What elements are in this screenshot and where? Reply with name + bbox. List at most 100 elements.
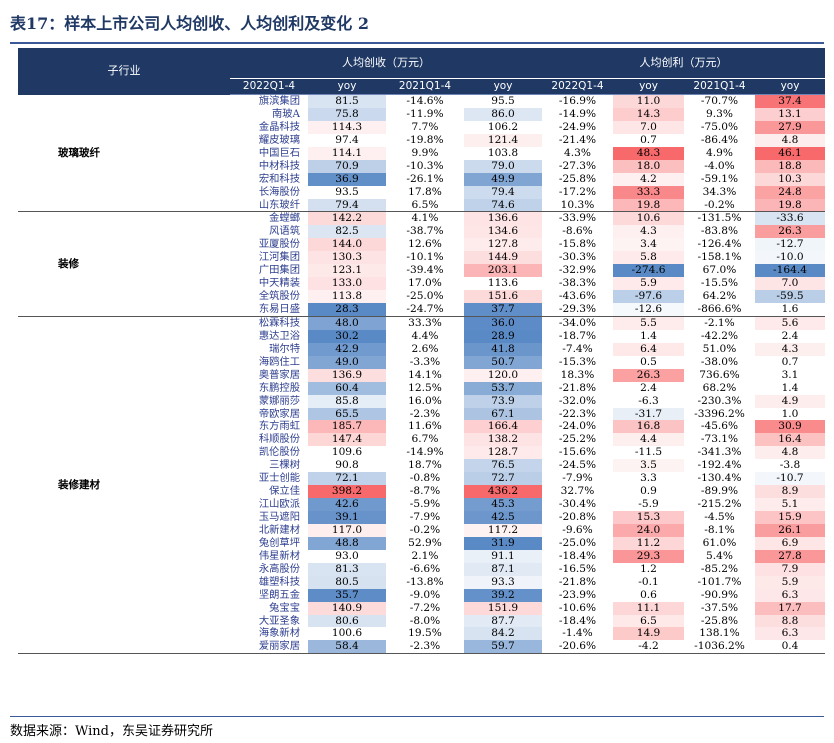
value-cell: -31.7 xyxy=(613,407,684,421)
table-row: 金晶科技114.37.7%106.2-24.9%7.0-75.0%27.9174… xyxy=(18,120,825,134)
value-cell: 144.0 xyxy=(308,238,386,252)
value-cell: 10.3% xyxy=(542,198,613,213)
value-cell: -39.4% xyxy=(406,264,444,277)
table-row: 装修建材 松霖科技 48.0 33.3% 36.0 -34.0% 5.5 -2.1% 5.6 -2… xyxy=(18,316,825,655)
value-cell: -38.7% xyxy=(406,225,444,238)
value-cell: 5.5 xyxy=(613,316,684,330)
value-cell: 27.9 xyxy=(755,120,825,134)
company-name: 风语筑 xyxy=(269,225,300,238)
company-name: 永高股份 xyxy=(258,562,300,575)
value-cell: 144.9 xyxy=(464,251,542,265)
value-cell: 16.8 xyxy=(613,420,684,434)
value-cell: -17.2% xyxy=(558,185,597,198)
value-cell: -43.6% xyxy=(558,290,597,303)
value-cell: -1036.2% xyxy=(684,640,755,655)
value-cell: -192.4% xyxy=(697,459,742,472)
value-cell: -126.4% xyxy=(697,238,742,251)
value-cell: 49.9 xyxy=(464,172,542,186)
value-cell: 185.7 xyxy=(308,420,386,434)
table-row: 兔创草坪48.852.9%31.9-25.0%11.261.0%6.9-26.6… xyxy=(18,536,825,550)
value-cell: 2.4 xyxy=(755,329,825,343)
value-cell: 138.1% xyxy=(699,627,740,640)
value-cell: 76.5 xyxy=(464,459,542,473)
value-cell: 93.0 xyxy=(308,549,386,563)
value-cell: -25.0% xyxy=(558,536,597,549)
value-cell: 50.7 xyxy=(464,355,542,369)
value-cell: 14.9 xyxy=(613,627,684,641)
value-cell: 18.7% xyxy=(408,459,442,472)
value-cell: -4.5% xyxy=(704,511,735,524)
table-row: 宏和科技36.9-26.1%49.9-25.8%4.2-59.1%10.3-19… xyxy=(18,172,825,186)
company-name: 瑞尔特 xyxy=(269,342,300,355)
value-cell: -70.7% xyxy=(700,95,739,108)
value-cell: -18.7% xyxy=(558,329,597,342)
value-cell: 58.4 xyxy=(308,640,386,655)
table-row: 东方雨虹185.711.6%166.4-24.0%16.8-45.6%30.9-… xyxy=(18,420,825,434)
table-row: 中天精装133.017.0%113.6-38.3%5.9-15.5%7.0-48… xyxy=(18,277,825,291)
company-name: 海鸥住工 xyxy=(258,355,300,368)
table-row: 保立佳398.2-8.7%436.232.7%0.9-89.9%8.9-39.1… xyxy=(18,485,825,499)
value-cell: 45.3 xyxy=(464,498,542,511)
table-row: 雄塑科技80.5-13.8%93.3-21.8%-0.1-101.7%5.9-5… xyxy=(18,575,825,589)
value-cell: 85.8 xyxy=(308,394,386,408)
value-cell: 130.3 xyxy=(308,251,386,265)
value-cell: -10.0 xyxy=(755,251,825,265)
value-cell: 34.3% xyxy=(702,185,737,198)
value-cell: 24.8 xyxy=(755,185,825,199)
table-row: 东易日盛28.3-24.7%37.7-29.3%-12.6-866.6%1.6-… xyxy=(18,303,825,317)
value-cell: 11.6% xyxy=(408,420,442,433)
value-cell: 12.6% xyxy=(408,238,442,251)
value-cell: -83.8% xyxy=(700,225,739,238)
value-cell: 3.1 xyxy=(755,368,825,382)
value-cell: 35.7 xyxy=(308,588,386,602)
value-cell: 7.9 xyxy=(755,562,825,576)
value-cell: 9.3% xyxy=(706,107,733,120)
value-cell: 736.6% xyxy=(699,368,740,381)
company-name: 东方雨虹 xyxy=(258,420,300,433)
value-cell: 1.4 xyxy=(755,381,825,395)
value-cell: 140.9 xyxy=(308,601,386,615)
value-cell: 31.9 xyxy=(464,536,542,550)
value-cell: 4.4% xyxy=(411,329,439,342)
value-cell: 28.3 xyxy=(308,303,386,317)
value-cell: 24.0 xyxy=(613,523,684,537)
value-cell: -38.3% xyxy=(558,277,597,290)
value-cell: 80.6 xyxy=(308,614,386,628)
value-cell: -24.7% xyxy=(386,303,464,317)
value-cell: 114.1 xyxy=(308,146,386,160)
table-row: 中材科技70.9-10.3%79.0-27.3%18.0-4.0%18.864.… xyxy=(18,159,825,173)
value-cell: 12.5% xyxy=(408,381,442,394)
value-cell: 5.6 xyxy=(755,316,825,330)
company-name: 宏和科技 xyxy=(258,172,300,185)
value-cell: 29.3 xyxy=(613,549,684,563)
value-cell: 5.9 xyxy=(613,277,684,291)
value-cell: -12.7 xyxy=(755,238,825,252)
value-cell: 84.2 xyxy=(464,627,542,641)
company-name: 东鹏控股 xyxy=(258,381,300,394)
value-cell: 151.9 xyxy=(464,601,542,615)
value-cell: 6.3 xyxy=(755,627,825,641)
value-cell: 4.8 xyxy=(755,446,825,460)
value-cell: -230.3% xyxy=(697,394,742,407)
value-cell: 17.8% xyxy=(408,185,442,198)
value-cell: 27.8 xyxy=(755,549,825,563)
value-cell: 13.1 xyxy=(755,107,825,121)
value-cell: -866.6% xyxy=(684,303,755,317)
value-cell: 14.1% xyxy=(408,368,442,381)
value-cell: 4.1% xyxy=(411,212,439,225)
subindustry-header: 子行业 xyxy=(18,48,230,95)
value-cell: -0.1 xyxy=(613,575,684,589)
value-cell: -14.6% xyxy=(406,95,444,108)
table-row: 凯伦股份 109.6 -14.9% 128.7 -15.6% -11.5 -341.3% 4.… xyxy=(18,446,825,460)
table-row: 亚士创能72.1-0.8%72.7-7.9%3.3-130.4%-10.7-25… xyxy=(18,472,825,486)
value-cell: 1.4 xyxy=(613,329,684,343)
value-cell: -18.4% xyxy=(558,614,597,627)
value-cell: -215.2% xyxy=(697,498,742,511)
value-cell: 0.7 xyxy=(613,133,684,147)
value-cell: -16.5% xyxy=(558,562,597,575)
value-cell: -7.9% xyxy=(562,472,593,485)
value-cell: 117.2 xyxy=(464,523,542,537)
value-cell: 17.7 xyxy=(755,601,825,615)
value-cell: -11.5 xyxy=(613,446,684,460)
value-cell: -0.2% xyxy=(684,198,755,213)
